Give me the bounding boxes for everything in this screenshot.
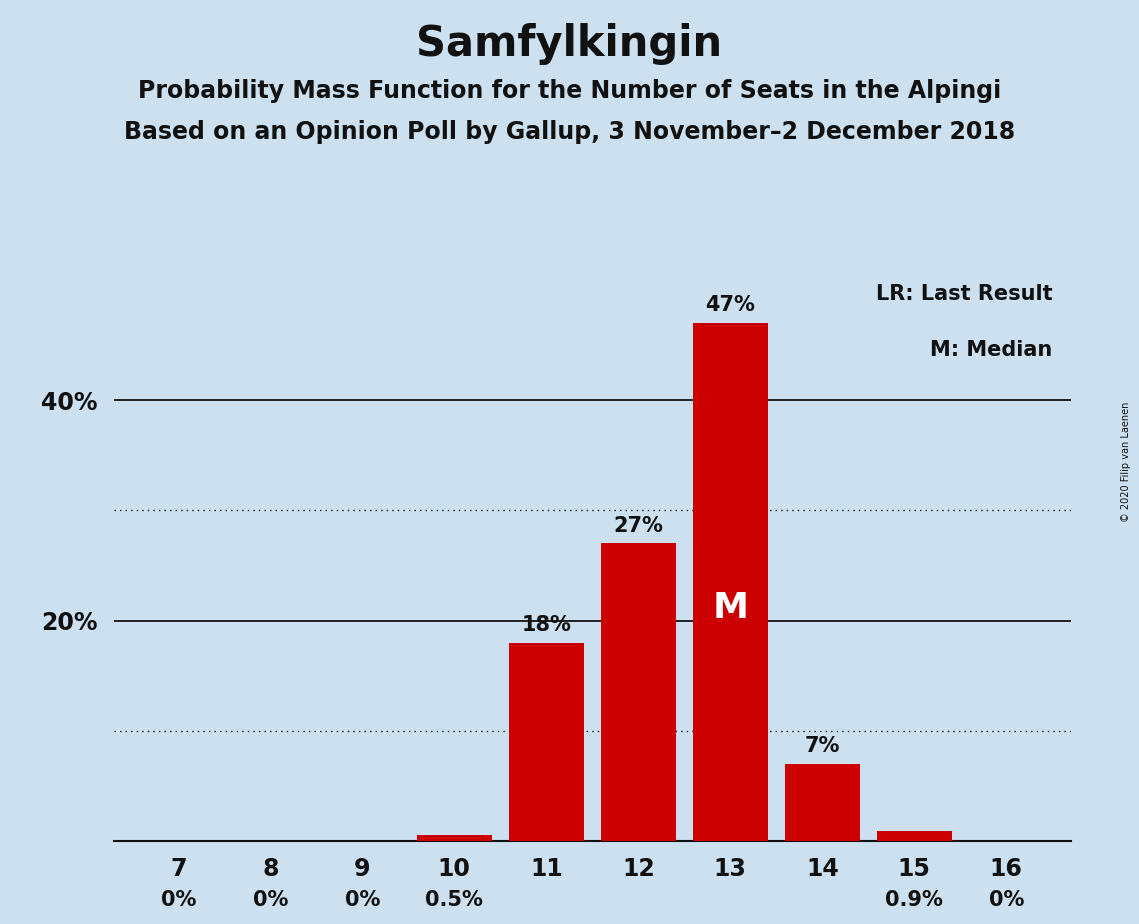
Text: 18%: 18% bbox=[522, 614, 572, 635]
Text: 0%: 0% bbox=[345, 891, 380, 910]
Text: LR: Last Result: LR: Last Result bbox=[876, 285, 1052, 305]
Text: 0%: 0% bbox=[253, 891, 288, 910]
Text: Probability Mass Function for the Number of Seats in the Alpingi: Probability Mass Function for the Number… bbox=[138, 79, 1001, 103]
Bar bbox=[693, 323, 768, 841]
Bar bbox=[785, 764, 860, 841]
Text: 0%: 0% bbox=[161, 891, 196, 910]
Text: 47%: 47% bbox=[705, 296, 755, 315]
Text: 7%: 7% bbox=[804, 736, 839, 756]
Text: M: M bbox=[712, 590, 748, 625]
Text: Based on an Opinion Poll by Gallup, 3 November–2 December 2018: Based on an Opinion Poll by Gallup, 3 No… bbox=[124, 120, 1015, 144]
Bar bbox=[509, 642, 584, 841]
Text: 0%: 0% bbox=[989, 891, 1024, 910]
Text: M: Median: M: Median bbox=[931, 339, 1052, 359]
Bar bbox=[600, 543, 677, 841]
Text: 0.9%: 0.9% bbox=[885, 891, 943, 910]
Text: 0.5%: 0.5% bbox=[425, 891, 483, 910]
Bar bbox=[877, 831, 952, 841]
Bar bbox=[417, 835, 492, 841]
Text: Samfylkingin: Samfylkingin bbox=[417, 23, 722, 65]
Text: 27%: 27% bbox=[613, 516, 663, 536]
Text: © 2020 Filip van Laenen: © 2020 Filip van Laenen bbox=[1121, 402, 1131, 522]
